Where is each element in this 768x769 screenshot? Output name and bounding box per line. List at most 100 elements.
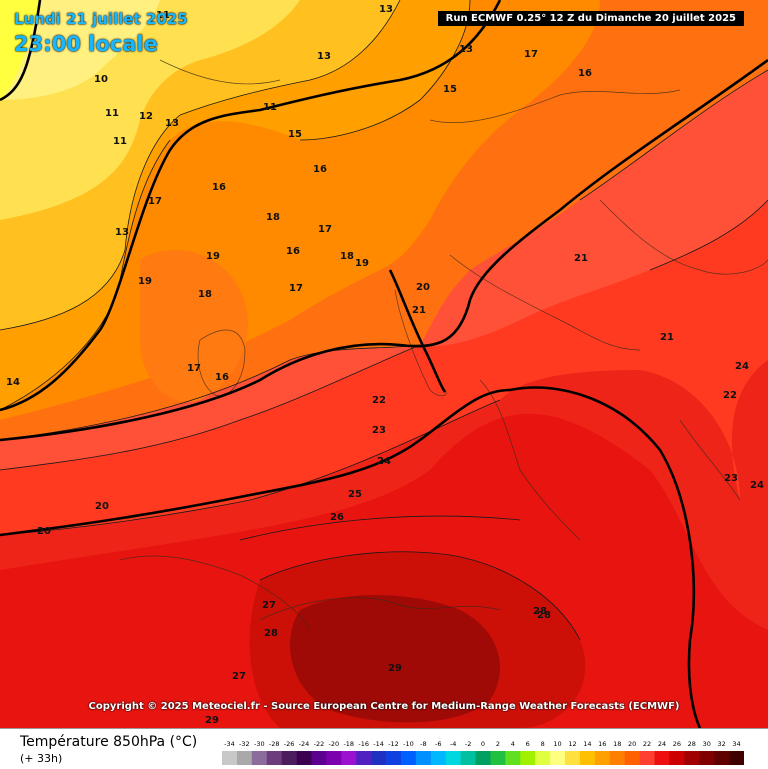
contour-label: 19	[355, 258, 369, 269]
contour-label: 15	[443, 84, 457, 95]
contour-label: 23	[724, 473, 738, 484]
scale-swatch	[266, 751, 282, 765]
contour-label: 24	[377, 456, 391, 467]
scale-swatch	[326, 751, 342, 765]
forecast-time: 23:00 locale	[14, 32, 158, 56]
contour-label: 16	[215, 372, 229, 383]
contour-label: 14	[6, 377, 20, 388]
scale-tick-label: 2	[496, 740, 500, 748]
contour-label: 11	[263, 102, 277, 113]
scale-tick-label: 8	[541, 740, 545, 748]
scale-swatch	[729, 751, 744, 765]
contour-label: 28	[264, 628, 278, 639]
contour-label: 16	[578, 68, 592, 79]
scale-swatch	[714, 751, 730, 765]
scale-tick-label: -18	[343, 740, 354, 748]
contour-label: 16	[212, 182, 226, 193]
contour-label: 23	[372, 425, 386, 436]
scale-swatch	[654, 751, 670, 765]
contour-labels: 11 13 13 13 17 16 10 15 11 12 13 11 11 15 16 16 17 18 17 13…	[6, 4, 764, 726]
contour-label: 13	[165, 118, 179, 129]
scale-swatch	[222, 751, 238, 765]
color-scale: -34 -32 -30 -28 -26 -24 -22 -20 -18 -16 -14 -12 -10-…	[222, 740, 744, 765]
scale-swatch	[460, 751, 476, 765]
model-run-info: Run ECMWF 0.25° 12 Z du Dimanche 20 juil…	[437, 11, 744, 26]
scale-swatch	[475, 751, 491, 765]
scale-tick-label: 18	[613, 740, 621, 748]
scale-tick-label: -10	[403, 740, 414, 748]
scale-tick-label: 16	[598, 740, 606, 748]
isotherms-thin	[0, 0, 768, 641]
scale-tick-label: 20	[628, 740, 636, 748]
scale-tick-label: -26	[284, 740, 295, 748]
contour-label: 17	[148, 196, 162, 207]
contour-label: 27	[232, 671, 246, 682]
contour-label: 13	[115, 227, 129, 238]
contour-label: 28	[537, 610, 551, 621]
scale-swatch	[311, 751, 327, 765]
contour-label: 11	[156, 10, 170, 21]
contour-label: 13	[379, 4, 393, 15]
scale-swatch	[550, 751, 566, 765]
scale-tick-label: -22	[314, 740, 325, 748]
contour-label: 21	[660, 332, 674, 343]
scale-tick-label: -16	[358, 740, 369, 748]
contour-label: 11	[113, 136, 127, 147]
scale-tick-label: -12	[388, 740, 399, 748]
scale-tick-label: -30	[254, 740, 265, 748]
scale-tick-label: -28	[269, 740, 280, 748]
scale-swatch	[490, 751, 506, 765]
scale-swatch	[609, 751, 625, 765]
scale-swatch	[236, 751, 253, 765]
contour-label: 17	[524, 49, 538, 60]
contour-label: 17	[289, 283, 303, 294]
scale-tick-label: -4	[450, 740, 456, 748]
legend-subtitle: (+ 33h)	[20, 752, 63, 765]
contour-label: 19	[138, 276, 152, 287]
scale-swatch	[535, 751, 551, 765]
scale-swatch	[594, 751, 611, 765]
contour-label: 10	[94, 74, 108, 85]
scale-swatch	[699, 751, 715, 765]
scale-swatch	[281, 751, 297, 765]
contour-label: 27	[262, 600, 276, 611]
scale-tick-label: -2	[465, 740, 471, 748]
legend-title: Température 850hPa (°C)	[20, 734, 198, 750]
scale-tick-label: 10	[553, 740, 561, 748]
contour-label: 20	[416, 282, 430, 293]
scale-tick-label: 28	[688, 740, 696, 748]
legend-bar: Température 850hPa (°C) (+ 33h) -34 -32 -3…	[0, 728, 768, 769]
scale-tick-label: -6	[435, 740, 441, 748]
scale-tick-label: 26	[673, 740, 681, 748]
contour-label: 29	[388, 663, 402, 674]
contour-label: 16	[313, 164, 327, 175]
scale-tick-label: 4	[511, 740, 515, 748]
scale-swatch	[505, 751, 521, 765]
contour-label: 20	[95, 501, 109, 512]
temperature-map: 11 13 13 13 17 16 10 15 11 12 13 11 11 15 16 16 17 18 17 13…	[0, 0, 768, 728]
scale-swatch	[415, 751, 432, 765]
scale-swatch	[341, 751, 357, 765]
scale-tick-label: -24	[299, 740, 310, 748]
scale-tick-label: 12	[568, 740, 576, 748]
isotherms-thick	[0, 0, 768, 728]
band-8	[0, 0, 40, 100]
scale-tick-label: 30	[703, 740, 711, 748]
scale-swatch	[371, 751, 387, 765]
scale-tick-label: 34	[732, 740, 740, 748]
contour-label: 18	[266, 212, 280, 223]
scale-swatch	[565, 751, 581, 765]
contour-label: 15	[288, 129, 302, 140]
contour-label: 18	[198, 289, 212, 300]
copyright-notice: Copyright © 2025 Meteociel.fr - Source E…	[88, 701, 680, 712]
scale-tick-label: -32	[239, 740, 250, 748]
scale-tick-label: 24	[658, 740, 666, 748]
contour-label: 29	[205, 715, 219, 726]
contour-label: 13	[459, 44, 473, 55]
contour-label: 24	[735, 361, 749, 372]
contour-label: 22	[723, 390, 737, 401]
contour-label: 25	[348, 489, 362, 500]
band-19-local	[140, 250, 248, 402]
contour-label: 16	[286, 246, 300, 257]
contour-label: 18	[340, 251, 354, 262]
